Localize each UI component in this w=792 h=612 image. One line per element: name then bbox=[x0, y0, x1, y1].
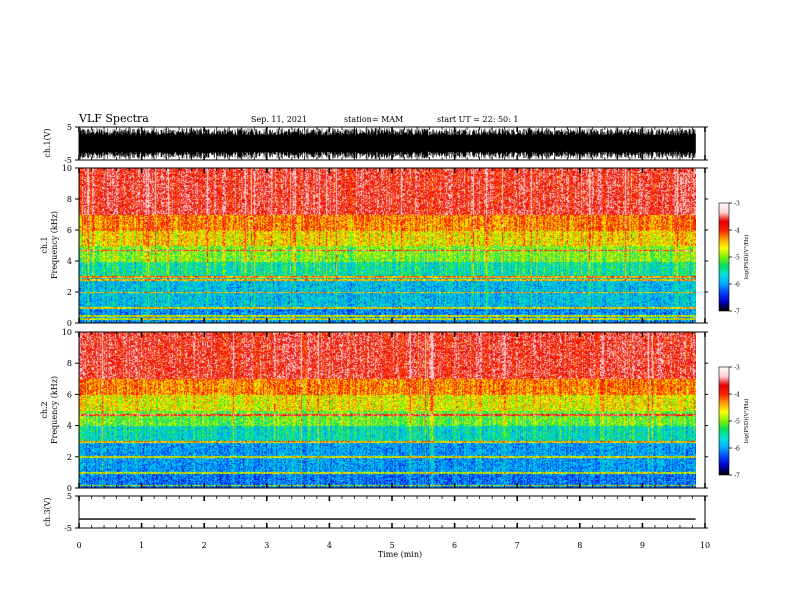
y-tick-label: 10 bbox=[62, 164, 72, 173]
ch2-spec-label-channel: ch.2 bbox=[40, 401, 49, 418]
ch2-spectrogram-panel: 0 2 4 6 8 10 bbox=[62, 328, 708, 493]
y-tick-label: 5 bbox=[67, 123, 72, 132]
y-tick-label: 4 bbox=[67, 257, 72, 266]
y-tick-label: 4 bbox=[67, 422, 72, 431]
x-tick-label: 6 bbox=[452, 541, 457, 550]
colorbar-tick-label: -7 bbox=[734, 309, 740, 316]
y-tick-label: 2 bbox=[67, 288, 72, 297]
colorbar-tick-label: -3 bbox=[734, 365, 740, 372]
ch2-spec-label-freq: Frequency (kHz) bbox=[50, 376, 59, 444]
ch1-waveform-panel: 5 -5 bbox=[64, 123, 708, 165]
colorbar-label: log(PSD)(V²/Hz) bbox=[743, 399, 750, 444]
ch3-ylabel: ch.3(V) bbox=[43, 497, 52, 526]
x-tick-label: 1 bbox=[139, 541, 144, 550]
y-tick-label: 0 bbox=[67, 484, 72, 493]
ch1-spectrogram-panel: 0 2 4 6 8 10 bbox=[62, 164, 708, 328]
y-tick-label: -5 bbox=[64, 156, 72, 165]
y-tick-label: 6 bbox=[67, 390, 72, 399]
ch1-spec-label-freq: Frequency (kHz) bbox=[50, 211, 59, 279]
y-tick-label: 0 bbox=[67, 319, 72, 328]
ch2-spectrogram-image bbox=[79, 332, 696, 488]
x-axis-label: Time (min) bbox=[378, 550, 422, 559]
start-time-label: start UT = 22: 50: 1 bbox=[437, 115, 518, 124]
y-tick-label: 8 bbox=[67, 195, 72, 204]
ch1-spec-label-channel: ch.1 bbox=[40, 236, 49, 253]
x-tick-label: 5 bbox=[389, 541, 394, 550]
x-tick-label: 3 bbox=[264, 541, 269, 550]
x-tick-label: 10 bbox=[700, 541, 710, 550]
colorbar-tick-label: -3 bbox=[734, 201, 740, 208]
colorbar-tick-label: -7 bbox=[734, 473, 740, 480]
ch1-spectrogram-image bbox=[79, 168, 696, 323]
figure-title: VLF Spectra bbox=[78, 112, 149, 125]
date-label: Sep. 11, 2021 bbox=[251, 115, 307, 124]
x-tick-label: 0 bbox=[76, 541, 81, 550]
ch3-waveform-panel: 5 -5 bbox=[64, 492, 708, 533]
station-label: station= MAM bbox=[344, 115, 403, 124]
ch1-colorbar: -3 -4 -5 -6 -7 log(PSD)(V²/Hz) bbox=[718, 201, 750, 316]
colorbar-gradient bbox=[719, 203, 729, 311]
colorbar-tick-label: -5 bbox=[734, 255, 740, 262]
x-tick-label: 8 bbox=[577, 541, 582, 550]
y-tick-label: 2 bbox=[67, 453, 72, 462]
colorbar-tick-label: -6 bbox=[734, 282, 740, 289]
colorbar-gradient bbox=[719, 367, 729, 475]
time-axis: 0 1 2 3 4 5 6 7 8 9 10 bbox=[76, 541, 710, 550]
colorbar-tick-label: -6 bbox=[734, 446, 740, 453]
x-tick-label: 9 bbox=[640, 541, 645, 550]
colorbar-tick-label: -5 bbox=[734, 419, 740, 426]
y-tick-label: 6 bbox=[67, 226, 72, 235]
x-tick-label: 2 bbox=[202, 541, 207, 550]
ch1-waveform-trace bbox=[78, 128, 696, 159]
y-tick-label: 8 bbox=[67, 359, 72, 368]
ch2-colorbar: -3 -4 -5 -6 -7 log(PSD)(V²/Hz) bbox=[718, 365, 750, 480]
y-tick-label: 5 bbox=[67, 492, 72, 501]
ch1-ylabel: ch.1(V) bbox=[43, 128, 52, 157]
colorbar-tick-label: -4 bbox=[734, 392, 740, 399]
x-tick-label: 4 bbox=[327, 541, 332, 550]
colorbar-label: log(PSD)(V²/Hz) bbox=[743, 235, 750, 280]
colorbar-tick-label: -4 bbox=[734, 228, 740, 235]
y-tick-label: 10 bbox=[62, 328, 72, 337]
y-tick-label: -5 bbox=[64, 524, 72, 533]
x-tick-label: 7 bbox=[515, 541, 520, 550]
